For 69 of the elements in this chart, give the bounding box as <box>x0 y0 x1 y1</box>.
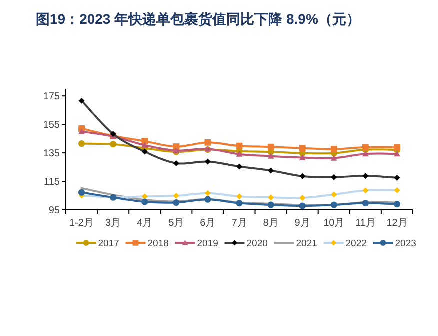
y-tick-label: 175 <box>43 92 60 103</box>
point <box>78 140 86 148</box>
point <box>236 200 243 207</box>
legend-label: 2020 <box>246 238 268 250</box>
point <box>204 190 211 196</box>
legend-label: 2022 <box>346 238 367 250</box>
x-tick-label: 1-2月 <box>70 218 94 229</box>
x-tick-label: 4月 <box>137 218 153 229</box>
point <box>330 202 338 208</box>
point <box>362 188 369 194</box>
x-tick-label: 5月 <box>168 218 184 229</box>
point <box>331 174 338 180</box>
legend-label: 2021 <box>296 238 318 250</box>
point <box>268 194 274 201</box>
point <box>173 160 180 166</box>
point <box>299 202 306 210</box>
point <box>300 173 306 180</box>
y-tick-label: 135 <box>43 148 60 160</box>
point <box>299 145 306 152</box>
x-tick-label: 12月 <box>386 218 408 229</box>
point <box>362 200 369 207</box>
point <box>394 150 400 157</box>
x-tick-label: 8月 <box>263 218 279 229</box>
point <box>394 144 400 151</box>
point <box>331 192 338 198</box>
point <box>330 146 338 153</box>
point <box>394 174 400 181</box>
point <box>330 155 338 161</box>
point <box>78 189 86 196</box>
point <box>78 128 85 134</box>
x-tick-label: 9月 <box>294 218 310 229</box>
point <box>362 172 369 179</box>
point <box>236 151 243 157</box>
x-tick-label: 3月 <box>106 218 122 229</box>
point <box>394 201 401 208</box>
point <box>204 158 211 165</box>
point <box>299 154 306 160</box>
title: 图19：2023 年快递单包裹货值同比下降 8.9%（元） <box>36 11 360 27</box>
point <box>173 193 180 200</box>
point <box>362 144 369 151</box>
x-tick-label: 11月 <box>355 218 376 229</box>
point <box>204 139 212 146</box>
point <box>394 187 400 194</box>
y-tick-label: 155 <box>43 120 60 132</box>
legend-label: 2017 <box>98 238 120 250</box>
point <box>236 164 242 170</box>
y-tick-label: 95 <box>48 206 60 216</box>
point <box>173 199 180 206</box>
x-tick-label: 6月 <box>200 218 216 229</box>
point <box>268 144 274 150</box>
legend-label: 2019 <box>197 238 218 250</box>
point <box>268 153 274 159</box>
point <box>110 141 117 148</box>
point <box>78 98 85 104</box>
x-tick-label: 7月 <box>232 218 248 229</box>
x-tick-label: 10月 <box>324 218 345 229</box>
point <box>268 168 274 174</box>
point <box>236 194 242 200</box>
point <box>204 196 212 203</box>
point <box>300 195 306 202</box>
y-tick-label: 115 <box>44 177 60 188</box>
point <box>142 148 148 155</box>
legend-label: 2023 <box>395 238 416 250</box>
point <box>142 142 148 148</box>
point <box>236 142 243 150</box>
point <box>142 198 148 206</box>
legend-label: 2018 <box>148 238 169 250</box>
point <box>362 150 369 157</box>
point <box>268 202 274 208</box>
